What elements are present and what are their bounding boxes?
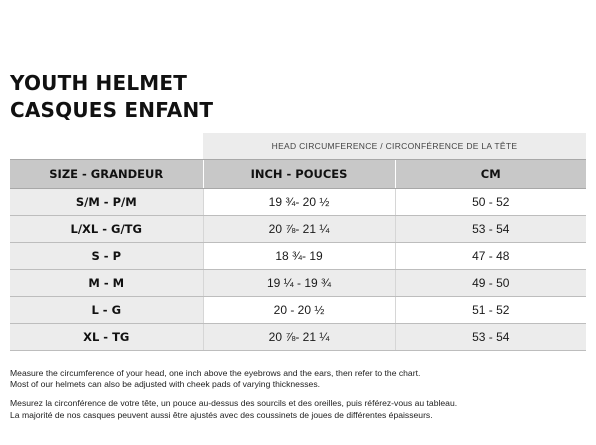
note-english-2: Most of our helmets can also be adjusted… xyxy=(10,379,321,390)
column-header-inch: INCH - POUCES xyxy=(202,159,395,189)
measurement-notes: Measure the circumference of your head, … xyxy=(10,368,457,421)
page-title: YOUTH HELMET CASQUES ENFANT xyxy=(10,70,213,124)
cm-cell: 53 - 54 xyxy=(394,323,586,351)
size-cell: S - P xyxy=(10,242,203,270)
title-french: CASQUES ENFANT xyxy=(10,98,214,122)
size-cell: L/XL - G/TG xyxy=(10,215,203,243)
size-chart-table: HEAD CIRCUMFERENCE / CIRCONFÉRENCE DE LA… xyxy=(10,133,586,351)
inch-cell: 19 ¼ - 19 ¾ xyxy=(202,269,395,297)
size-cell: XL - TG xyxy=(10,323,203,351)
cm-cell: 51 - 52 xyxy=(394,296,586,324)
column-header-row: SIZE - GRANDEUR INCH - POUCES CM xyxy=(10,159,586,189)
column-header-size: SIZE - GRANDEUR xyxy=(10,159,203,189)
inch-cell: 20 ⅞- 21 ¼ xyxy=(202,215,395,243)
group-header-row: HEAD CIRCUMFERENCE / CIRCONFÉRENCE DE LA… xyxy=(10,133,586,160)
group-header-spacer xyxy=(10,133,203,160)
inch-cell: 20 ⅞- 21 ¼ xyxy=(202,323,395,351)
column-header-cm: CM xyxy=(394,159,586,189)
table-row: L/XL - G/TG 20 ⅞- 21 ¼ 53 - 54 xyxy=(10,215,586,243)
note-french-2: La majorité de nos casques peuvent aussi… xyxy=(10,409,433,420)
note-french-1: Mesurez la circonférence de votre tête, … xyxy=(10,398,458,409)
size-cell: S/M - P/M xyxy=(10,188,203,216)
table-row: L - G 20 - 20 ½ 51 - 52 xyxy=(10,296,586,324)
notes-spacer xyxy=(10,390,457,398)
table-row: S - P 18 ¾- 19 47 - 48 xyxy=(10,242,586,270)
title-english: YOUTH HELMET xyxy=(10,71,188,95)
table-row: M - M 19 ¼ - 19 ¾ 49 - 50 xyxy=(10,269,586,297)
cm-cell: 49 - 50 xyxy=(394,269,586,297)
table-row: XL - TG 20 ⅞- 21 ¼ 53 - 54 xyxy=(10,323,586,351)
inch-cell: 18 ¾- 19 xyxy=(202,242,395,270)
note-english-1: Measure the circumference of your head, … xyxy=(10,368,421,378)
size-cell: M - M xyxy=(10,269,203,297)
cm-cell: 53 - 54 xyxy=(394,215,586,243)
inch-cell: 19 ¾- 20 ½ xyxy=(202,188,395,216)
table-row: S/M - P/M 19 ¾- 20 ½ 50 - 52 xyxy=(10,188,586,216)
inch-cell: 20 - 20 ½ xyxy=(202,296,395,324)
size-cell: L - G xyxy=(10,296,203,324)
cm-cell: 50 - 52 xyxy=(394,188,586,216)
cm-cell: 47 - 48 xyxy=(394,242,586,270)
head-circumference-header: HEAD CIRCUMFERENCE / CIRCONFÉRENCE DE LA… xyxy=(203,133,586,160)
